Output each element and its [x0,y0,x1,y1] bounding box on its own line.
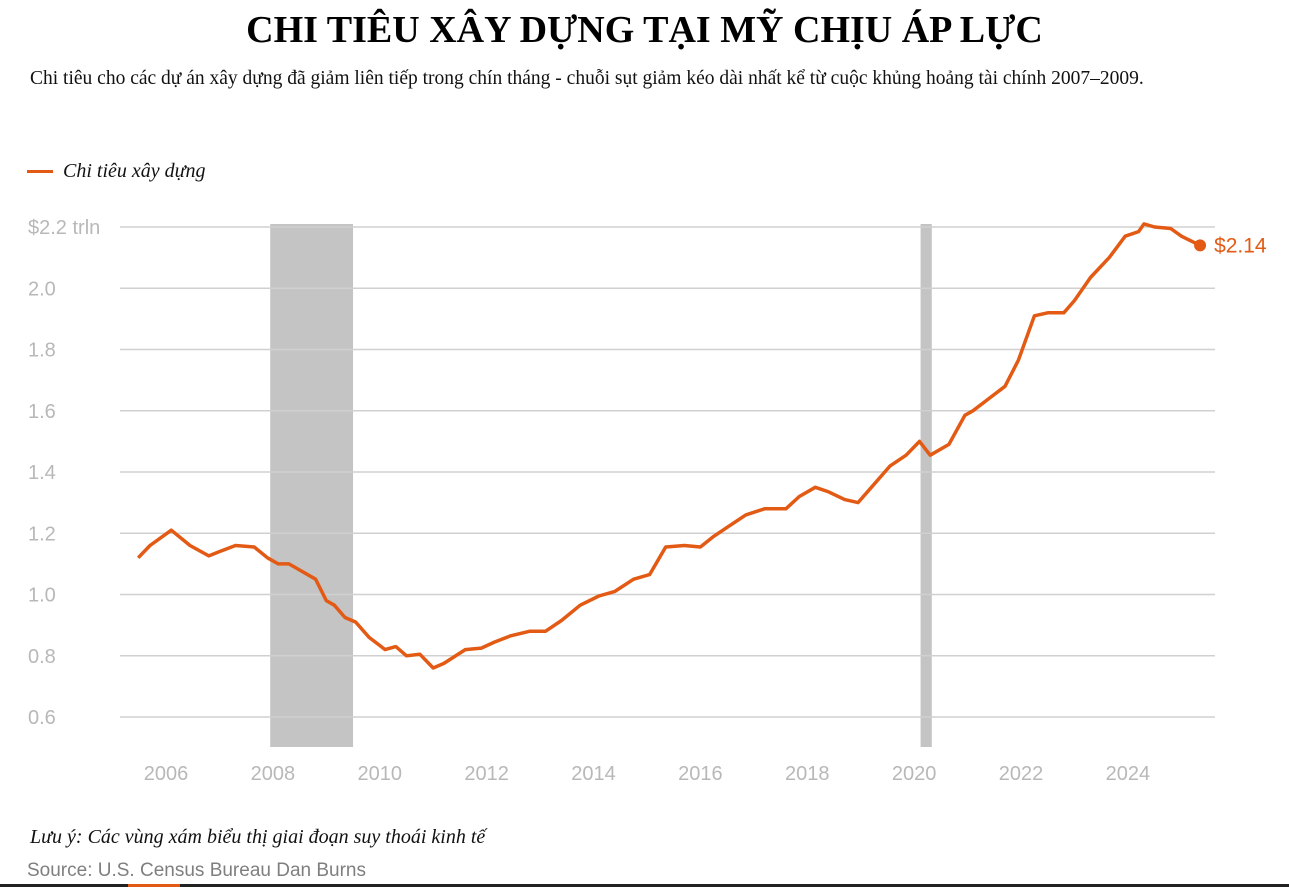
end-point-marker [1194,239,1207,252]
x-tick-label: 2020 [892,763,937,785]
y-tick-label: 0.8 [28,646,56,668]
x-tick-label: 2024 [1106,763,1151,785]
x-tick-label: 2010 [358,763,403,785]
x-tick-label: 2022 [999,763,1044,785]
source-credit: Source: U.S. Census Bureau Dan Burns [27,860,367,881]
legend-swatch [27,170,53,173]
x-tick-label: 2008 [251,763,296,785]
end-value-label: $2.14 [1214,234,1267,257]
y-tick-label: 1.4 [28,462,56,484]
series-line-construction-spending [136,222,1201,670]
y-tick-label: 1.2 [28,523,56,545]
chart-title: CHI TIÊU XÂY DỰNG TẠI MỸ CHỊU ÁP LỰC [246,9,1043,51]
x-tick-label: 2018 [785,763,830,785]
x-tick-label: 2012 [464,763,509,785]
recession-band [270,224,354,747]
y-tick-label: 0.6 [28,707,56,729]
x-tick-label: 2014 [571,763,616,785]
x-tick-label: 2006 [144,763,189,785]
y-tick-label: 1.0 [28,585,56,607]
y-tick-label: 1.6 [28,401,56,423]
chart-note: Lưu ý: Các vùng xám biểu thị giai đoạn s… [30,826,486,848]
y-tick-label: 1.8 [28,340,56,362]
recession-band [920,224,932,747]
chart-subtitle: Chi tiêu cho các dự án xây dựng đã giảm … [30,68,1144,89]
x-tick-label: 2016 [678,763,723,785]
y-tick-label: 2.0 [28,278,56,300]
legend-label: Chi tiêu xây dựng [63,160,206,182]
footer-divider [0,884,1289,887]
footer-accent [128,884,180,887]
legend: Chi tiêu xây dựng [27,160,206,183]
y-tick-label: $2.2 trln [28,217,100,239]
